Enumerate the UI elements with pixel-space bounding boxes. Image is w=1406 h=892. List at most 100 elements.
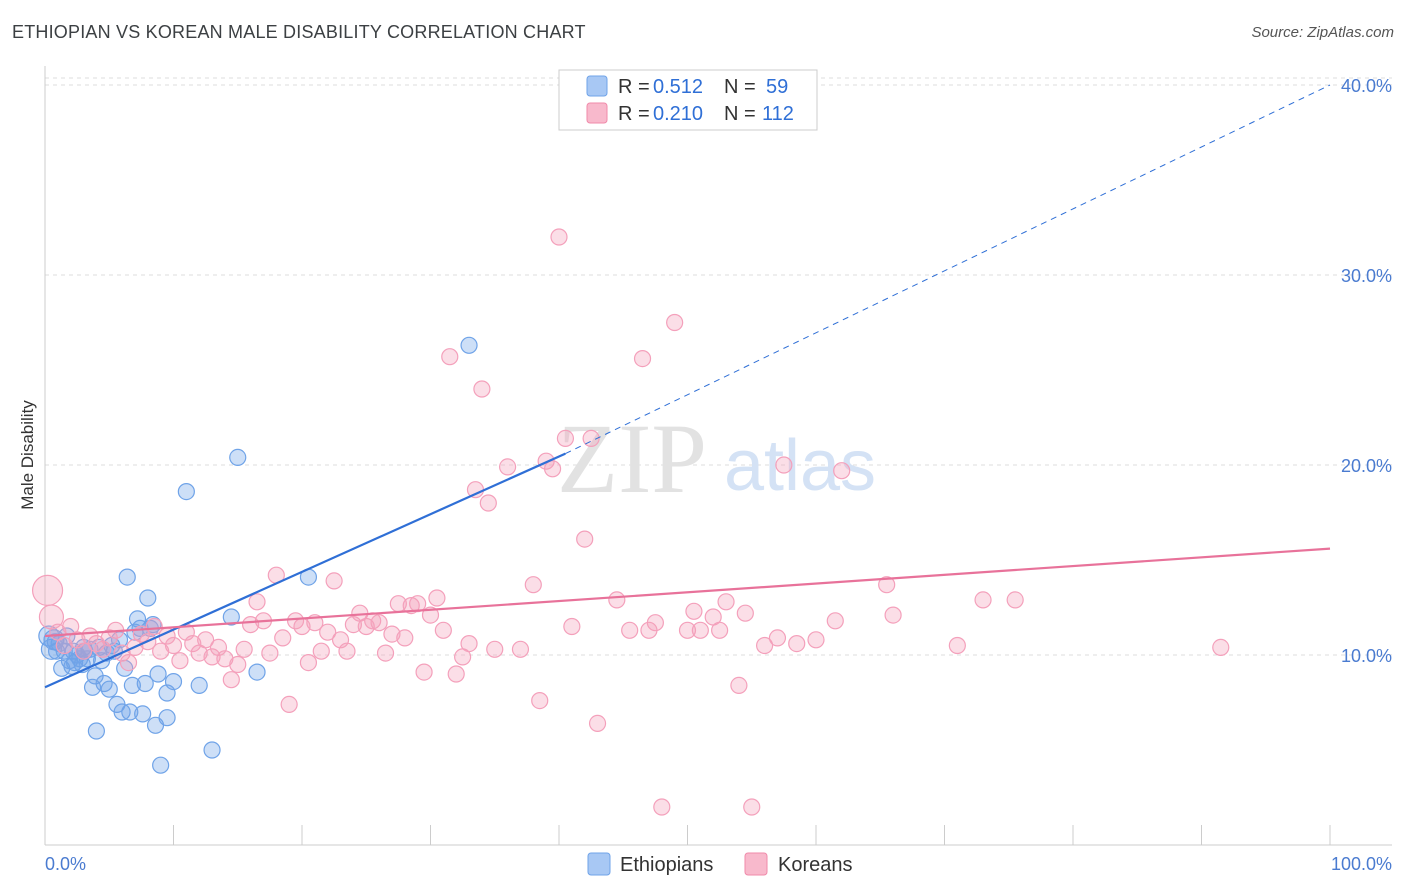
ethiopian-point xyxy=(248,663,266,681)
korean-point xyxy=(678,621,697,639)
ethiopian-point xyxy=(203,741,221,759)
korean-point xyxy=(666,313,684,332)
korean-point xyxy=(145,617,163,636)
korean-point xyxy=(775,456,793,474)
ethiopian-trend-line xyxy=(44,452,566,689)
korean-point xyxy=(428,589,446,607)
korean-point xyxy=(1212,638,1230,657)
korean-point xyxy=(1006,591,1024,609)
korean-point xyxy=(460,634,478,653)
korean-point xyxy=(229,655,247,674)
ethiopian-point xyxy=(149,665,167,683)
korean-point xyxy=(653,798,671,816)
korean-point xyxy=(434,621,452,639)
bottom-legend-koreans: Koreans xyxy=(778,854,853,876)
korean-point xyxy=(248,593,266,611)
korean-point xyxy=(807,631,825,649)
korean-point xyxy=(31,574,64,607)
y-tick-label: 40.0% xyxy=(1341,76,1392,96)
korean-point xyxy=(370,614,388,632)
korean-point xyxy=(755,636,774,655)
korean-point xyxy=(730,676,748,695)
data-points xyxy=(31,228,1230,816)
korean-point xyxy=(164,636,183,655)
korean-point xyxy=(833,462,851,480)
ethiopian-point xyxy=(158,709,176,727)
legend-r-value-1: 0.512 xyxy=(653,76,703,98)
korean-point xyxy=(119,653,138,672)
korean-point xyxy=(171,652,189,670)
korean-point xyxy=(235,640,253,658)
korean-point xyxy=(222,671,240,689)
y-tick-label: 10.0% xyxy=(1341,646,1392,666)
korean-point xyxy=(511,640,530,658)
ethiopian-point xyxy=(87,722,106,740)
korean-point xyxy=(274,629,292,647)
korean-point xyxy=(74,642,93,660)
ethiopian-point xyxy=(460,336,478,354)
korean-point xyxy=(531,691,549,710)
korean-point xyxy=(203,648,221,666)
korean-point xyxy=(402,596,420,615)
korean-point xyxy=(261,644,279,662)
korean-point xyxy=(788,634,806,653)
ethiopian-point xyxy=(139,589,157,607)
korean-point xyxy=(826,612,844,630)
ethiopian-point xyxy=(222,608,240,626)
bottom-legend-ethiopians: Ethiopians xyxy=(620,854,713,876)
korean-point xyxy=(447,665,465,683)
korean-point xyxy=(884,606,902,624)
korean-point xyxy=(338,642,356,660)
korean-point xyxy=(396,629,414,647)
korean-point xyxy=(974,591,992,609)
legend-n-value-2: 112 xyxy=(762,103,794,125)
korean-point xyxy=(473,380,491,398)
bottom-legend: Ethiopians Koreans xyxy=(587,852,853,876)
ethiopian-point xyxy=(118,568,136,586)
korean-point xyxy=(319,623,337,641)
korean-point xyxy=(736,604,754,622)
korean-point xyxy=(717,593,735,611)
korean-point xyxy=(608,591,626,609)
korean-point xyxy=(415,663,433,681)
korean-point xyxy=(878,576,896,594)
korean-point xyxy=(325,572,343,590)
watermark-atlas: atlas xyxy=(724,426,876,506)
korean-point xyxy=(543,460,562,478)
chart-title: ETHIOPIAN VS KOREAN MALE DISABILITY CORR… xyxy=(12,22,586,42)
korean-point xyxy=(524,576,542,594)
axes xyxy=(44,66,1392,846)
korean-point xyxy=(633,350,652,368)
ethiopian-point xyxy=(152,756,170,774)
korean-point xyxy=(621,621,639,639)
x-tick-label-max: 100.0% xyxy=(1331,854,1392,874)
korean-point xyxy=(280,695,298,714)
korean-point xyxy=(441,348,459,366)
legend-r-value-2: 0.210 xyxy=(653,103,703,125)
x-ticks xyxy=(44,825,1331,845)
legend-n-label-2: N = xyxy=(724,103,756,125)
korean-point xyxy=(38,604,65,630)
korean-point xyxy=(768,629,787,647)
korean-point xyxy=(711,621,729,639)
legend: R = 0.512 N = 59 R = 0.210 N = 112 xyxy=(558,69,818,131)
ethiopian-point xyxy=(100,680,118,698)
ethiopian-point xyxy=(229,448,247,466)
source-credit: Source: ZipAtlas.com xyxy=(1251,24,1394,41)
ethiopian-point xyxy=(177,483,195,501)
korean-trend-line xyxy=(44,547,1331,638)
ethiopian-point xyxy=(190,676,208,695)
x-tick-label-min: 0.0% xyxy=(45,854,86,874)
korean-point xyxy=(184,634,202,653)
korean-point xyxy=(376,644,395,662)
korean-point xyxy=(743,798,761,816)
ethiopian-point xyxy=(123,676,141,695)
korean-point xyxy=(646,614,664,632)
korean-point xyxy=(479,494,497,512)
y-tick-label: 20.0% xyxy=(1341,456,1392,476)
bottom-legend-swatch-koreans xyxy=(744,852,768,876)
bottom-legend-swatch-ethiopians xyxy=(587,852,611,876)
korean-point xyxy=(383,625,401,643)
korean-point xyxy=(197,631,215,649)
korean-point xyxy=(948,636,966,655)
